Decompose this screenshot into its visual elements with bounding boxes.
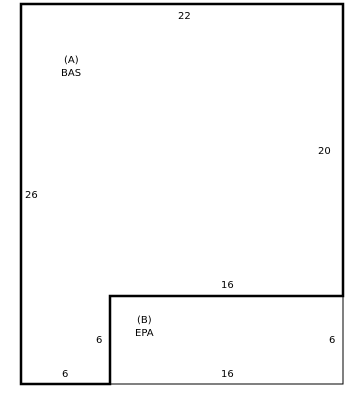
area-b-outline [110, 296, 344, 385]
area-a-name: BAS [61, 68, 81, 79]
area-b-label: (B) EPA [135, 315, 154, 339]
dimension-bas-right: 20 [318, 146, 331, 157]
area-a-code: (A) [64, 55, 79, 66]
area-a-outline [19, 2, 345, 386]
dimension-bas-bottom-left: 6 [62, 369, 68, 380]
area-b-name: EPA [135, 328, 154, 339]
dimension-epa-right: 6 [329, 335, 335, 346]
dimension-bas-notch-vertical: 6 [96, 335, 102, 346]
area-b-code: (B) [137, 315, 152, 326]
dimension-shared-wall: 16 [221, 280, 234, 291]
dimension-bas-left: 26 [25, 190, 38, 201]
dimension-epa-bottom: 16 [221, 369, 234, 380]
area-a-label: (A) BAS [61, 55, 81, 79]
dimension-bas-top: 22 [178, 11, 191, 22]
